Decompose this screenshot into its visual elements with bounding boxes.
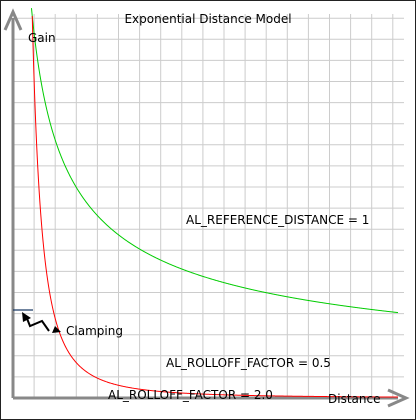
x-axis-label: Distance [328,392,380,406]
y-axis-arrow-icon [3,8,23,31]
clamping-arrowhead-icon [22,312,31,322]
series-label-rolloff-0-5: AL_ROLLOFF_FACTOR = 0.5 [166,356,331,370]
y-axis-label: Gain [28,31,56,45]
clamping-arrowhead-icon [52,326,61,333]
chart-title: Exponential Distance Model [124,12,291,26]
curves [30,8,399,398]
reference-distance-annotation: AL_REFERENCE_DISTANCE = 1 [186,213,369,227]
grid [13,14,404,398]
clamping-annotation: Clamping [66,324,123,338]
axes [3,8,410,408]
series-line-rolloff-0-5 [30,8,399,314]
series-line-rolloff-2-0 [31,15,398,398]
series-label-rolloff-2-0: AL_ROLLOFF_FACTOR = 2.0 [108,388,273,402]
clamping-pointer-icon [25,315,50,332]
x-axis-arrow-icon [387,388,410,408]
